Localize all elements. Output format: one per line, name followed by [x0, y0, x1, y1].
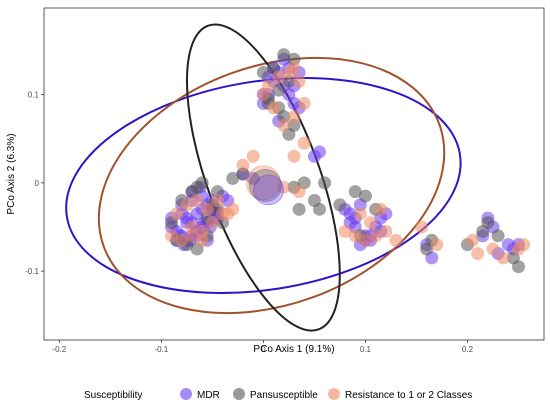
point-resistance-to-1-or-2-classes — [180, 198, 194, 212]
confidence-ellipses — [65, 23, 462, 332]
point-resistance-to-1-or-2-classes — [221, 207, 235, 221]
point-resistance-to-1-or-2-classes — [287, 110, 301, 124]
point-resistance-to-1-or-2-classes — [277, 118, 291, 132]
point-resistance-to-1-or-2-classes — [517, 238, 531, 252]
point-resistance-to-1-or-2-classes — [369, 229, 383, 243]
point-pansusceptible — [292, 202, 306, 216]
point-resistance-to-1-or-2-classes — [185, 220, 199, 234]
point-pansusceptible — [272, 83, 286, 97]
point-mdr — [313, 145, 327, 159]
point-resistance-to-1-or-2-classes — [236, 158, 250, 172]
legend-key-mdr — [180, 388, 192, 400]
point-resistance-to-1-or-2-classes — [297, 136, 311, 150]
point-pansusceptible — [511, 260, 525, 274]
point-pansusceptible — [348, 185, 362, 199]
y-tick-label: 0.1 — [28, 91, 40, 100]
point-resistance-to-1-or-2-classes — [389, 233, 403, 247]
point-pansusceptible — [318, 176, 332, 190]
point-resistance-to-1-or-2-classes — [246, 149, 260, 163]
point-resistance-to-1-or-2-classes — [292, 185, 306, 199]
legend-key-pansusceptible — [233, 388, 245, 400]
centroid-pansusceptible — [249, 169, 282, 202]
point-resistance-to-1-or-2-classes — [200, 202, 214, 216]
point-resistance-to-1-or-2-classes — [175, 233, 189, 247]
point-pansusceptible — [481, 216, 495, 230]
point-resistance-to-1-or-2-classes — [165, 229, 179, 243]
point-resistance-to-1-or-2-classes — [256, 88, 270, 102]
point-resistance-to-1-or-2-classes — [292, 74, 306, 88]
x-axis-ticks: -0.2 -0.1 0 0.1 0.2 — [52, 340, 474, 354]
x-tick-label: 0.1 — [360, 345, 372, 354]
x-tick-label: 0 — [261, 345, 266, 354]
legend-label-resistance: Resistance to 1 or 2 Classes — [345, 390, 472, 401]
y-tick-label: 0 — [35, 179, 40, 188]
x-tick-label: -0.1 — [154, 345, 168, 354]
point-resistance-to-1-or-2-classes — [364, 216, 378, 230]
point-resistance-to-1-or-2-classes — [205, 216, 219, 230]
point-resistance-to-1-or-2-classes — [430, 238, 444, 252]
centroid-resistance-to-1-or-2-classes — [245, 165, 281, 201]
x-tick-label: -0.2 — [52, 345, 66, 354]
point-resistance-to-1-or-2-classes — [267, 101, 281, 115]
ellipse-mdr — [65, 76, 462, 294]
y-axis-title: PCo Axis 2 (6.3%) — [6, 133, 17, 214]
point-pansusceptible — [190, 180, 204, 194]
legend-title: Susceptibility — [84, 390, 142, 401]
point-pansusceptible — [226, 171, 240, 185]
point-resistance-to-1-or-2-classes — [486, 242, 500, 256]
point-resistance-to-1-or-2-classes — [471, 246, 485, 260]
point-resistance-to-1-or-2-classes — [379, 224, 393, 238]
point-resistance-to-1-or-2-classes — [358, 233, 372, 247]
point-pansusceptible — [277, 48, 291, 62]
point-pansusceptible — [256, 65, 270, 79]
point-pansusceptible — [491, 229, 505, 243]
point-resistance-to-1-or-2-classes — [338, 224, 352, 238]
legend-label-mdr: MDR — [197, 390, 220, 401]
x-axis-title: PCo Axis 1 (9.1%) — [253, 344, 334, 355]
ellipse-resistance-to-1-or-2-classes — [97, 56, 446, 315]
point-resistance-to-1-or-2-classes — [287, 61, 301, 75]
y-axis-ticks: -0.1 0 0.1 — [25, 91, 44, 276]
point-resistance-to-1-or-2-classes — [297, 96, 311, 110]
point-resistance-to-1-or-2-classes — [190, 193, 204, 207]
point-resistance-to-1-or-2-classes — [374, 202, 388, 216]
point-resistance-to-1-or-2-classes — [496, 251, 510, 265]
legend: Susceptibility MDR Pansusceptible Resist… — [84, 388, 472, 401]
point-resistance-to-1-or-2-classes — [210, 193, 224, 207]
point-pansusceptible — [358, 189, 372, 203]
legend-key-resistance — [328, 388, 340, 400]
point-resistance-to-1-or-2-classes — [348, 229, 362, 243]
data-points — [165, 48, 531, 274]
point-resistance-to-1-or-2-classes — [466, 233, 480, 247]
group-centroids — [245, 165, 284, 206]
point-pansusceptible — [313, 202, 327, 216]
x-tick-label: 0.2 — [462, 345, 474, 354]
point-resistance-to-1-or-2-classes — [195, 233, 209, 247]
point-resistance-to-1-or-2-classes — [170, 207, 184, 221]
point-resistance-to-1-or-2-classes — [287, 149, 301, 163]
point-pansusceptible — [333, 198, 347, 212]
y-tick-label: -0.1 — [25, 267, 39, 276]
centroid-mdr — [253, 174, 284, 206]
legend-label-pansusceptible: Pansusceptible — [250, 390, 318, 401]
point-resistance-to-1-or-2-classes — [272, 70, 286, 84]
point-resistance-to-1-or-2-classes — [415, 220, 429, 234]
point-resistance-to-1-or-2-classes — [353, 207, 367, 221]
